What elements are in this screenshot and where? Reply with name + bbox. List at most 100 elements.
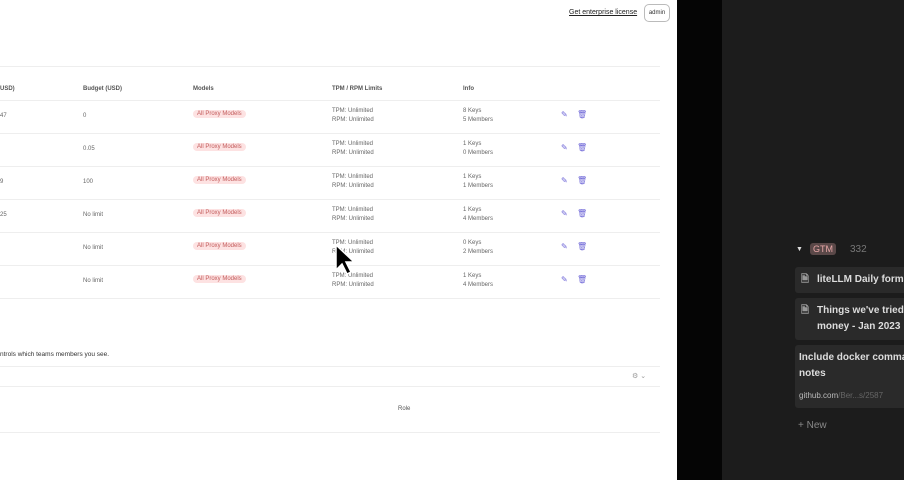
budget-cell: 100 bbox=[83, 179, 94, 185]
keys-count: 1 Keys bbox=[463, 207, 482, 213]
divider bbox=[0, 100, 660, 101]
keys-count: 1 Keys bbox=[463, 141, 482, 147]
model-badge: All Proxy Models bbox=[193, 275, 246, 283]
rpm-limit: RPM: Unlimited bbox=[332, 249, 374, 255]
card-title-line2: money - Jan 2023 bbox=[817, 321, 901, 332]
group-count: 332 bbox=[850, 244, 867, 255]
divider bbox=[0, 199, 660, 200]
divider bbox=[0, 298, 660, 299]
new-label: New bbox=[806, 420, 827, 431]
settings-gear-icon[interactable]: ⚙ ⌄ bbox=[632, 373, 647, 380]
enterprise-license-link[interactable]: Get enterprise license bbox=[569, 9, 638, 16]
user-menu-button[interactable]: admin bbox=[644, 4, 670, 22]
divider bbox=[0, 386, 660, 387]
keys-count: 8 Keys bbox=[463, 108, 482, 114]
divider bbox=[0, 66, 660, 67]
card-title: Include docker comma bbox=[799, 352, 904, 363]
link-domain[interactable]: github.com bbox=[799, 391, 839, 400]
link-path[interactable]: /Ber...s/2587 bbox=[838, 391, 884, 400]
model-badge: All Proxy Models bbox=[193, 176, 246, 184]
edit-icon[interactable]: ✎ bbox=[561, 209, 568, 218]
budget-cell: 0 bbox=[83, 113, 87, 119]
table-row: No limit All Proxy Models TPM: Unlimited… bbox=[0, 265, 660, 298]
keys-count: 1 Keys bbox=[463, 174, 482, 180]
table-row: No limit All Proxy Models TPM: Unlimited… bbox=[0, 232, 660, 265]
budget-cell: 0.05 bbox=[83, 146, 95, 152]
divider bbox=[0, 366, 660, 367]
spend-cell: 25 bbox=[0, 212, 7, 218]
column-header-info: Info bbox=[463, 86, 474, 92]
new-card-button[interactable]: + New bbox=[798, 420, 827, 431]
rpm-limit: RPM: Unlimited bbox=[332, 282, 374, 288]
spend-cell: 47 bbox=[0, 113, 7, 119]
table-row: 25 No limit All Proxy Models TPM: Unlimi… bbox=[0, 199, 660, 232]
column-header-role: Role bbox=[398, 406, 411, 412]
card-title-line2: notes bbox=[799, 368, 826, 379]
members-description: ntrols which teams members you see. bbox=[0, 351, 110, 358]
page-icon: 🗎 bbox=[801, 305, 810, 316]
trash-icon[interactable]: 🗑 bbox=[577, 176, 588, 185]
board-card[interactable]: Include docker comma notes github.com/Be… bbox=[795, 345, 904, 408]
trash-icon[interactable]: 🗑 bbox=[577, 110, 588, 119]
model-badge: All Proxy Models bbox=[193, 143, 246, 151]
divider bbox=[0, 265, 660, 266]
divider bbox=[0, 232, 660, 233]
column-header-limits: TPM / RPM Limits bbox=[332, 86, 383, 92]
collapse-triangle-icon[interactable]: ▼ bbox=[796, 246, 803, 253]
rpm-limit: RPM: Unlimited bbox=[332, 183, 374, 189]
trash-icon[interactable]: 🗑 bbox=[577, 143, 588, 152]
mouse-cursor-icon bbox=[335, 244, 356, 276]
budget-cell: No limit bbox=[83, 278, 104, 284]
admin-ui-pane: Get enterprise license admin USD) Budget… bbox=[0, 0, 677, 480]
spend-cell: 9 bbox=[0, 179, 4, 185]
members-count: 4 Members bbox=[463, 216, 494, 222]
notion-board-pane bbox=[722, 0, 904, 480]
members-count: 4 Members bbox=[463, 282, 494, 288]
table-row: 9 100 All Proxy Models TPM: Unlimited RP… bbox=[0, 166, 660, 199]
tpm-limit: TPM: Unlimited bbox=[332, 174, 374, 180]
edit-icon[interactable]: ✎ bbox=[561, 275, 568, 284]
board-card[interactable]: 🗎 Things we've tried money - Jan 2023 bbox=[795, 298, 904, 340]
keys-count: 0 Keys bbox=[463, 240, 482, 246]
column-header-budget: Budget (USD) bbox=[83, 86, 122, 92]
edit-icon[interactable]: ✎ bbox=[561, 242, 568, 251]
keys-count: 1 Keys bbox=[463, 273, 482, 279]
page-icon: 🗎 bbox=[801, 274, 810, 285]
column-header-spend: USD) bbox=[0, 86, 15, 92]
table-row: 0.05 All Proxy Models TPM: Unlimited RPM… bbox=[0, 133, 660, 166]
divider bbox=[0, 133, 660, 134]
edit-icon[interactable]: ✎ bbox=[561, 143, 568, 152]
rpm-limit: RPM: Unlimited bbox=[332, 150, 374, 156]
trash-icon[interactable]: 🗑 bbox=[577, 275, 588, 284]
tpm-limit: TPM: Unlimited bbox=[332, 273, 374, 279]
model-badge: All Proxy Models bbox=[193, 242, 246, 250]
plus-icon: + bbox=[798, 420, 807, 431]
trash-icon[interactable]: 🗑 bbox=[577, 209, 588, 218]
card-title: liteLLM Daily forma bbox=[817, 274, 904, 285]
tpm-limit: TPM: Unlimited bbox=[332, 207, 374, 213]
members-count: 2 Members bbox=[463, 249, 494, 255]
tpm-limit: TPM: Unlimited bbox=[332, 240, 374, 246]
divider bbox=[0, 432, 660, 433]
members-count: 1 Members bbox=[463, 183, 494, 189]
members-count: 0 Members bbox=[463, 150, 494, 156]
column-header-models: Models bbox=[193, 86, 214, 92]
model-badge: All Proxy Models bbox=[193, 110, 246, 118]
rpm-limit: RPM: Unlimited bbox=[332, 216, 374, 222]
window-gap bbox=[677, 0, 722, 480]
board-card[interactable]: 🗎 liteLLM Daily forma bbox=[795, 267, 904, 293]
card-title: Things we've tried bbox=[817, 305, 904, 316]
tpm-limit: TPM: Unlimited bbox=[332, 108, 374, 114]
budget-cell: No limit bbox=[83, 212, 104, 218]
trash-icon[interactable]: 🗑 bbox=[577, 242, 588, 251]
tpm-limit: TPM: Unlimited bbox=[332, 141, 374, 147]
rpm-limit: RPM: Unlimited bbox=[332, 117, 374, 123]
model-badge: All Proxy Models bbox=[193, 209, 246, 217]
edit-icon[interactable]: ✎ bbox=[561, 176, 568, 185]
members-count: 5 Members bbox=[463, 117, 494, 123]
table-row: 47 0 All Proxy Models TPM: Unlimited RPM… bbox=[0, 100, 660, 133]
group-tag[interactable]: GTM bbox=[810, 243, 836, 255]
budget-cell: No limit bbox=[83, 245, 104, 251]
edit-icon[interactable]: ✎ bbox=[561, 110, 568, 119]
divider bbox=[0, 166, 660, 167]
